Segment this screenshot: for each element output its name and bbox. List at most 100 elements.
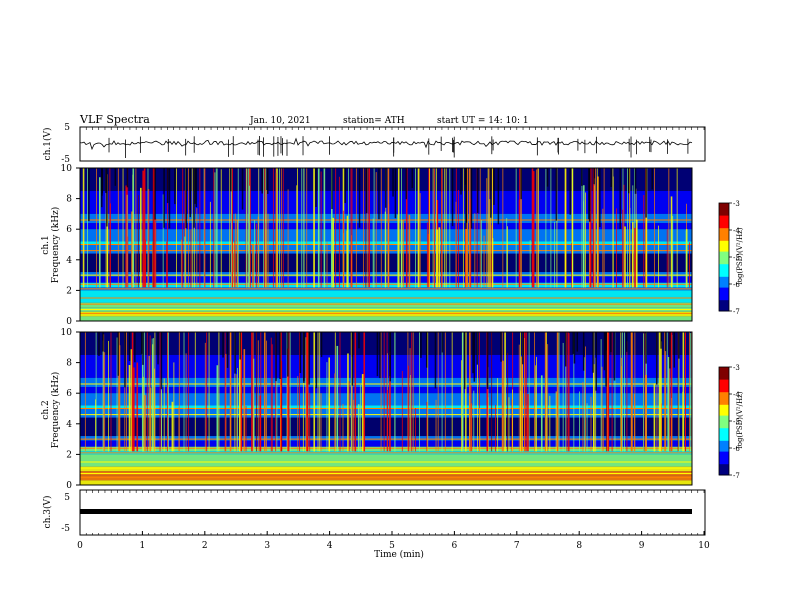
colorbar-segment	[719, 399, 729, 402]
colorbar-segment	[719, 471, 729, 474]
colorbar-segment	[719, 293, 729, 296]
colorbar-tick-label: -4	[733, 227, 740, 235]
spectrogram-band	[80, 460, 692, 467]
colorbar-segment	[719, 203, 729, 206]
colorbar-segment	[719, 460, 729, 463]
ch1-spectrogram-channel-label: ch.1	[41, 235, 51, 254]
colorbar-segment	[719, 204, 729, 208]
colorbar-segment	[719, 376, 729, 379]
colorbar-segment	[719, 266, 729, 269]
start-time-label: start UT = 14: 10: 1	[437, 116, 529, 126]
colorbar-segment	[719, 444, 729, 447]
colorbar-tick-label: -3	[733, 364, 740, 372]
x-tick-label: 6	[452, 541, 458, 551]
y-tick-label: 0	[66, 317, 72, 327]
spectrogram-band	[80, 446, 692, 452]
colorbar-segment	[719, 421, 729, 424]
colorbar-segment	[719, 417, 729, 420]
colorbar-segment	[719, 282, 729, 285]
x-tick-label: 3	[264, 541, 270, 551]
colorbar-tick-label: -3	[733, 200, 740, 208]
colorbar-segment	[719, 287, 729, 290]
colorbar-segment	[719, 249, 729, 253]
y-tick-label: 2	[66, 450, 72, 460]
colorbar-segment	[719, 269, 729, 272]
spectrogram-band	[80, 405, 692, 409]
x-tick-label: 8	[576, 541, 582, 551]
colorbar-segment	[719, 248, 729, 251]
colorbar-segment	[719, 309, 729, 312]
colorbar-segment	[719, 435, 729, 438]
colorbar-segment	[719, 458, 729, 462]
time-axis-label: Time (min)	[374, 549, 424, 560]
spectrogram-band	[80, 387, 692, 394]
colorbar-segment	[719, 244, 729, 247]
ch1-spectrogram-frame	[79, 167, 693, 322]
colorbar-segment	[719, 276, 729, 280]
colorbar-segment	[719, 448, 729, 451]
spectrogram-band	[80, 408, 692, 418]
colorbar-segment	[719, 296, 729, 299]
colorbar-segment	[719, 395, 729, 399]
colorbar-segment	[719, 419, 729, 422]
colorbar-segment	[719, 305, 729, 308]
x-tick-label: 1	[140, 541, 146, 551]
spectrogram-band	[80, 480, 692, 485]
colorbar-segment	[719, 406, 729, 409]
y-tick-label: 8	[66, 195, 72, 205]
ch2-colorbar-label: log(PSD)(V²/Hz)	[736, 391, 744, 448]
colorbar-segment	[719, 439, 729, 442]
ch1-colorbar: -3 -4 -5 -6 -7	[718, 200, 740, 316]
spectrogram-band	[80, 393, 692, 406]
colorbar-segment	[719, 379, 729, 382]
ch1-ytick-5: 5	[64, 123, 70, 133]
spectrogram-band	[80, 316, 692, 321]
y-tick-label: 10	[61, 328, 73, 338]
colorbar-segment	[719, 302, 729, 305]
y-tick-label: 10	[61, 164, 73, 174]
colorbar-segment	[719, 401, 729, 404]
colorbar-segment	[719, 386, 729, 390]
colorbar-segment	[719, 408, 729, 411]
colorbar-segment	[719, 403, 729, 406]
ch1-waveform-line	[79, 137, 693, 151]
colorbar-segment	[719, 440, 729, 444]
spectrogram-band	[80, 302, 692, 308]
colorbar-segment	[719, 226, 729, 229]
y-tick-label: 4	[66, 420, 72, 430]
colorbar-segment	[719, 449, 729, 453]
colorbar-segment	[719, 284, 729, 287]
ch2-spectrogram-image	[80, 332, 693, 485]
colorbar-segment	[719, 422, 729, 426]
colorbar-segment	[719, 228, 729, 231]
colorbar-segment	[719, 415, 729, 418]
station-label: station= ATH	[343, 116, 405, 126]
colorbar-segment	[719, 289, 729, 292]
y-tick-label: 2	[66, 286, 72, 296]
colorbar-segment	[719, 237, 729, 240]
colorbar-segment	[719, 467, 729, 471]
spectrogram-band	[80, 454, 692, 461]
colorbar-segment	[719, 437, 729, 440]
colorbar-segment	[719, 431, 729, 435]
x-tick-label: 4	[327, 541, 333, 551]
colorbar-segment	[719, 206, 729, 209]
colorbar-segment	[719, 412, 729, 415]
colorbar-segment	[719, 260, 729, 263]
ch1-spectrogram-ylabel: Frequency (kHz)	[50, 207, 61, 284]
x-tick-label: 0	[77, 541, 83, 551]
colorbar-segment	[719, 271, 729, 274]
colorbar-segment	[719, 426, 729, 429]
spectrogram-band	[80, 440, 692, 447]
colorbar-segment	[719, 215, 729, 218]
x-tick-label: 7	[514, 541, 520, 551]
colorbar-segment	[719, 430, 729, 433]
y-tick-label: 6	[66, 389, 72, 399]
colorbar-segment	[719, 300, 729, 303]
colorbar-segment	[719, 392, 729, 395]
colorbar-tick-label: -7	[733, 308, 740, 316]
colorbar-segment	[719, 377, 729, 381]
colorbar-segment	[719, 224, 729, 227]
colorbar-segment	[719, 210, 729, 213]
